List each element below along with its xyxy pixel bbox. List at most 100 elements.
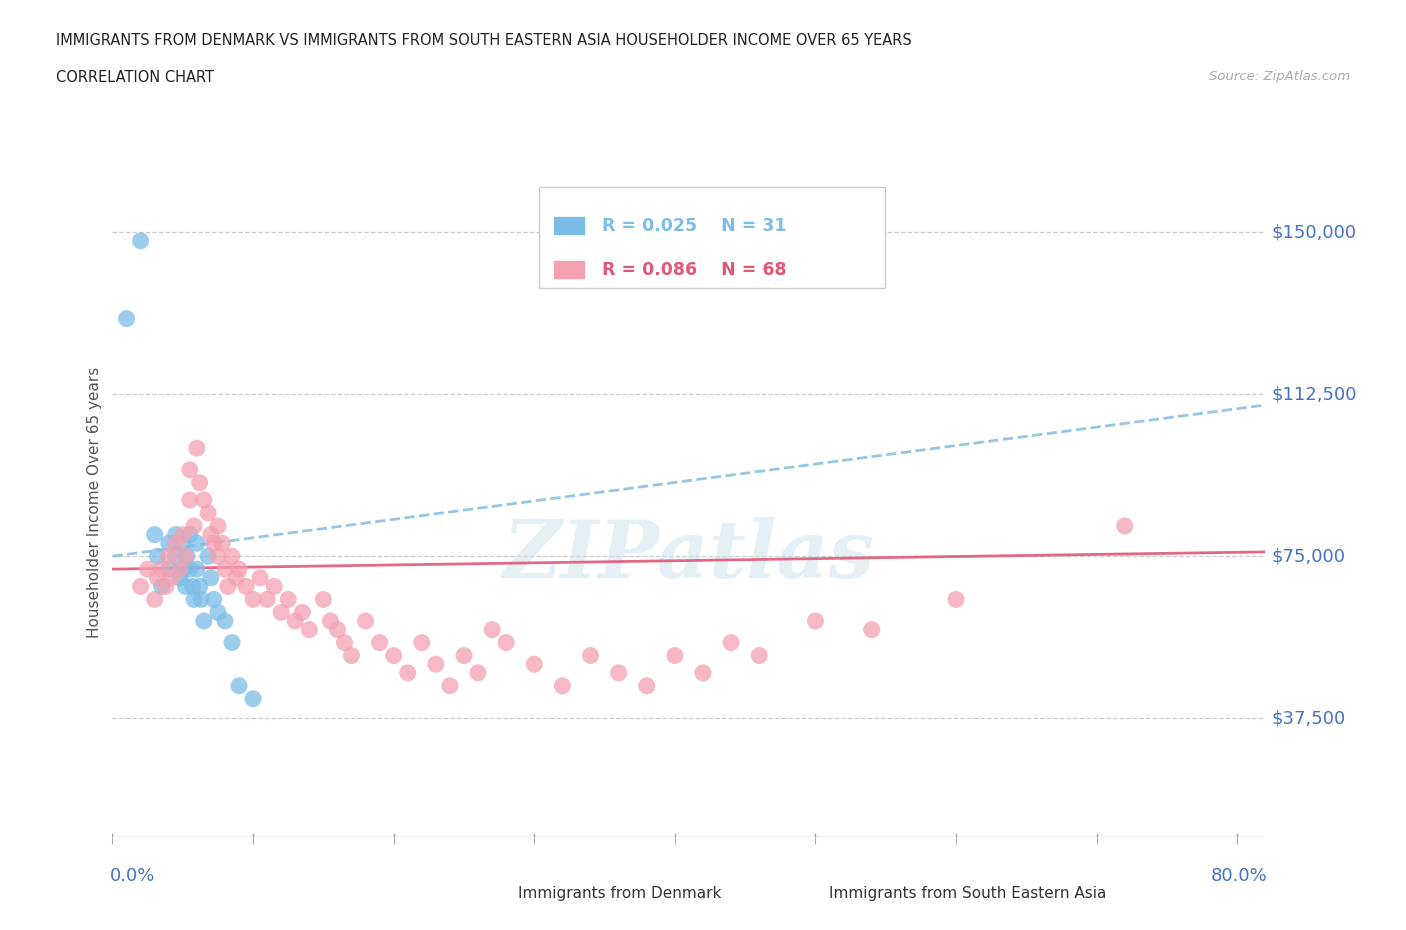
Point	[256, 592, 278, 607]
Point	[720, 635, 742, 650]
FancyBboxPatch shape	[458, 886, 503, 901]
Point	[115, 312, 138, 326]
Point	[169, 562, 191, 577]
Point	[197, 549, 219, 564]
Text: ZIPatlas: ZIPatlas	[503, 517, 875, 594]
Point	[235, 579, 257, 594]
Point	[179, 462, 201, 477]
Point	[242, 592, 264, 607]
Point	[607, 665, 630, 680]
Point	[129, 233, 152, 248]
Point	[692, 665, 714, 680]
Point	[748, 648, 770, 663]
Point	[214, 562, 236, 577]
Point	[439, 678, 461, 693]
Text: CORRELATION CHART: CORRELATION CHART	[56, 70, 214, 85]
Point	[197, 506, 219, 521]
Point	[174, 579, 197, 594]
Point	[179, 493, 201, 508]
Point	[165, 527, 187, 542]
Point	[188, 475, 211, 490]
Point	[146, 570, 169, 585]
Point	[636, 678, 658, 693]
FancyBboxPatch shape	[553, 260, 585, 279]
Text: R = 0.025    N = 31: R = 0.025 N = 31	[603, 217, 787, 234]
Text: 0.0%: 0.0%	[110, 867, 156, 885]
Point	[481, 622, 503, 637]
Text: Immigrants from Denmark: Immigrants from Denmark	[517, 886, 721, 901]
Point	[143, 592, 166, 607]
Point	[396, 665, 419, 680]
Point	[157, 536, 180, 551]
Point	[326, 622, 349, 637]
Point	[298, 622, 321, 637]
Text: R = 0.086    N = 68: R = 0.086 N = 68	[603, 260, 787, 279]
Point	[225, 570, 247, 585]
Point	[200, 527, 222, 542]
Point	[217, 579, 239, 594]
Point	[183, 519, 205, 534]
Point	[169, 570, 191, 585]
Point	[263, 579, 285, 594]
Point	[495, 635, 517, 650]
Point	[382, 648, 405, 663]
Point	[207, 549, 229, 564]
Point	[277, 592, 299, 607]
Point	[174, 549, 197, 564]
Point	[664, 648, 686, 663]
Point	[136, 562, 159, 577]
Point	[228, 678, 250, 693]
Point	[186, 441, 208, 456]
FancyBboxPatch shape	[538, 188, 884, 288]
Point	[176, 549, 198, 564]
Point	[155, 579, 177, 594]
Point	[1114, 519, 1136, 534]
Point	[333, 635, 356, 650]
Point	[291, 604, 314, 619]
Text: $112,500: $112,500	[1271, 385, 1357, 404]
Text: $150,000: $150,000	[1271, 223, 1357, 241]
Point	[242, 691, 264, 706]
Point	[523, 657, 546, 671]
Point	[207, 519, 229, 534]
Point	[200, 570, 222, 585]
Point	[179, 562, 201, 577]
Text: Immigrants from South Eastern Asia: Immigrants from South Eastern Asia	[830, 886, 1107, 901]
Point	[150, 579, 173, 594]
Point	[207, 604, 229, 619]
Point	[193, 614, 215, 629]
Point	[172, 562, 194, 577]
Point	[945, 592, 967, 607]
Text: Source: ZipAtlas.com: Source: ZipAtlas.com	[1209, 70, 1350, 83]
Point	[467, 665, 489, 680]
Point	[172, 536, 194, 551]
Point	[579, 648, 602, 663]
Point	[160, 570, 183, 585]
Point	[425, 657, 447, 671]
Point	[319, 614, 342, 629]
Point	[157, 549, 180, 564]
Text: 80.0%: 80.0%	[1211, 867, 1268, 885]
Point	[354, 614, 377, 629]
Point	[551, 678, 574, 693]
Point	[860, 622, 883, 637]
Point	[186, 562, 208, 577]
Point	[165, 536, 187, 551]
Y-axis label: Householder Income Over 65 years: Householder Income Over 65 years	[87, 366, 101, 638]
Point	[190, 592, 212, 607]
Point	[188, 579, 211, 594]
Point	[228, 562, 250, 577]
Point	[211, 536, 233, 551]
Text: $37,500: $37,500	[1271, 710, 1346, 727]
Point	[202, 536, 225, 551]
Point	[340, 648, 363, 663]
Text: IMMIGRANTS FROM DENMARK VS IMMIGRANTS FROM SOUTH EASTERN ASIA HOUSEHOLDER INCOME: IMMIGRANTS FROM DENMARK VS IMMIGRANTS FR…	[56, 33, 912, 47]
Point	[143, 527, 166, 542]
Point	[146, 549, 169, 564]
Point	[221, 549, 243, 564]
Point	[249, 570, 271, 585]
Point	[181, 579, 204, 594]
Point	[157, 562, 180, 577]
Point	[183, 592, 205, 607]
Point	[214, 614, 236, 629]
